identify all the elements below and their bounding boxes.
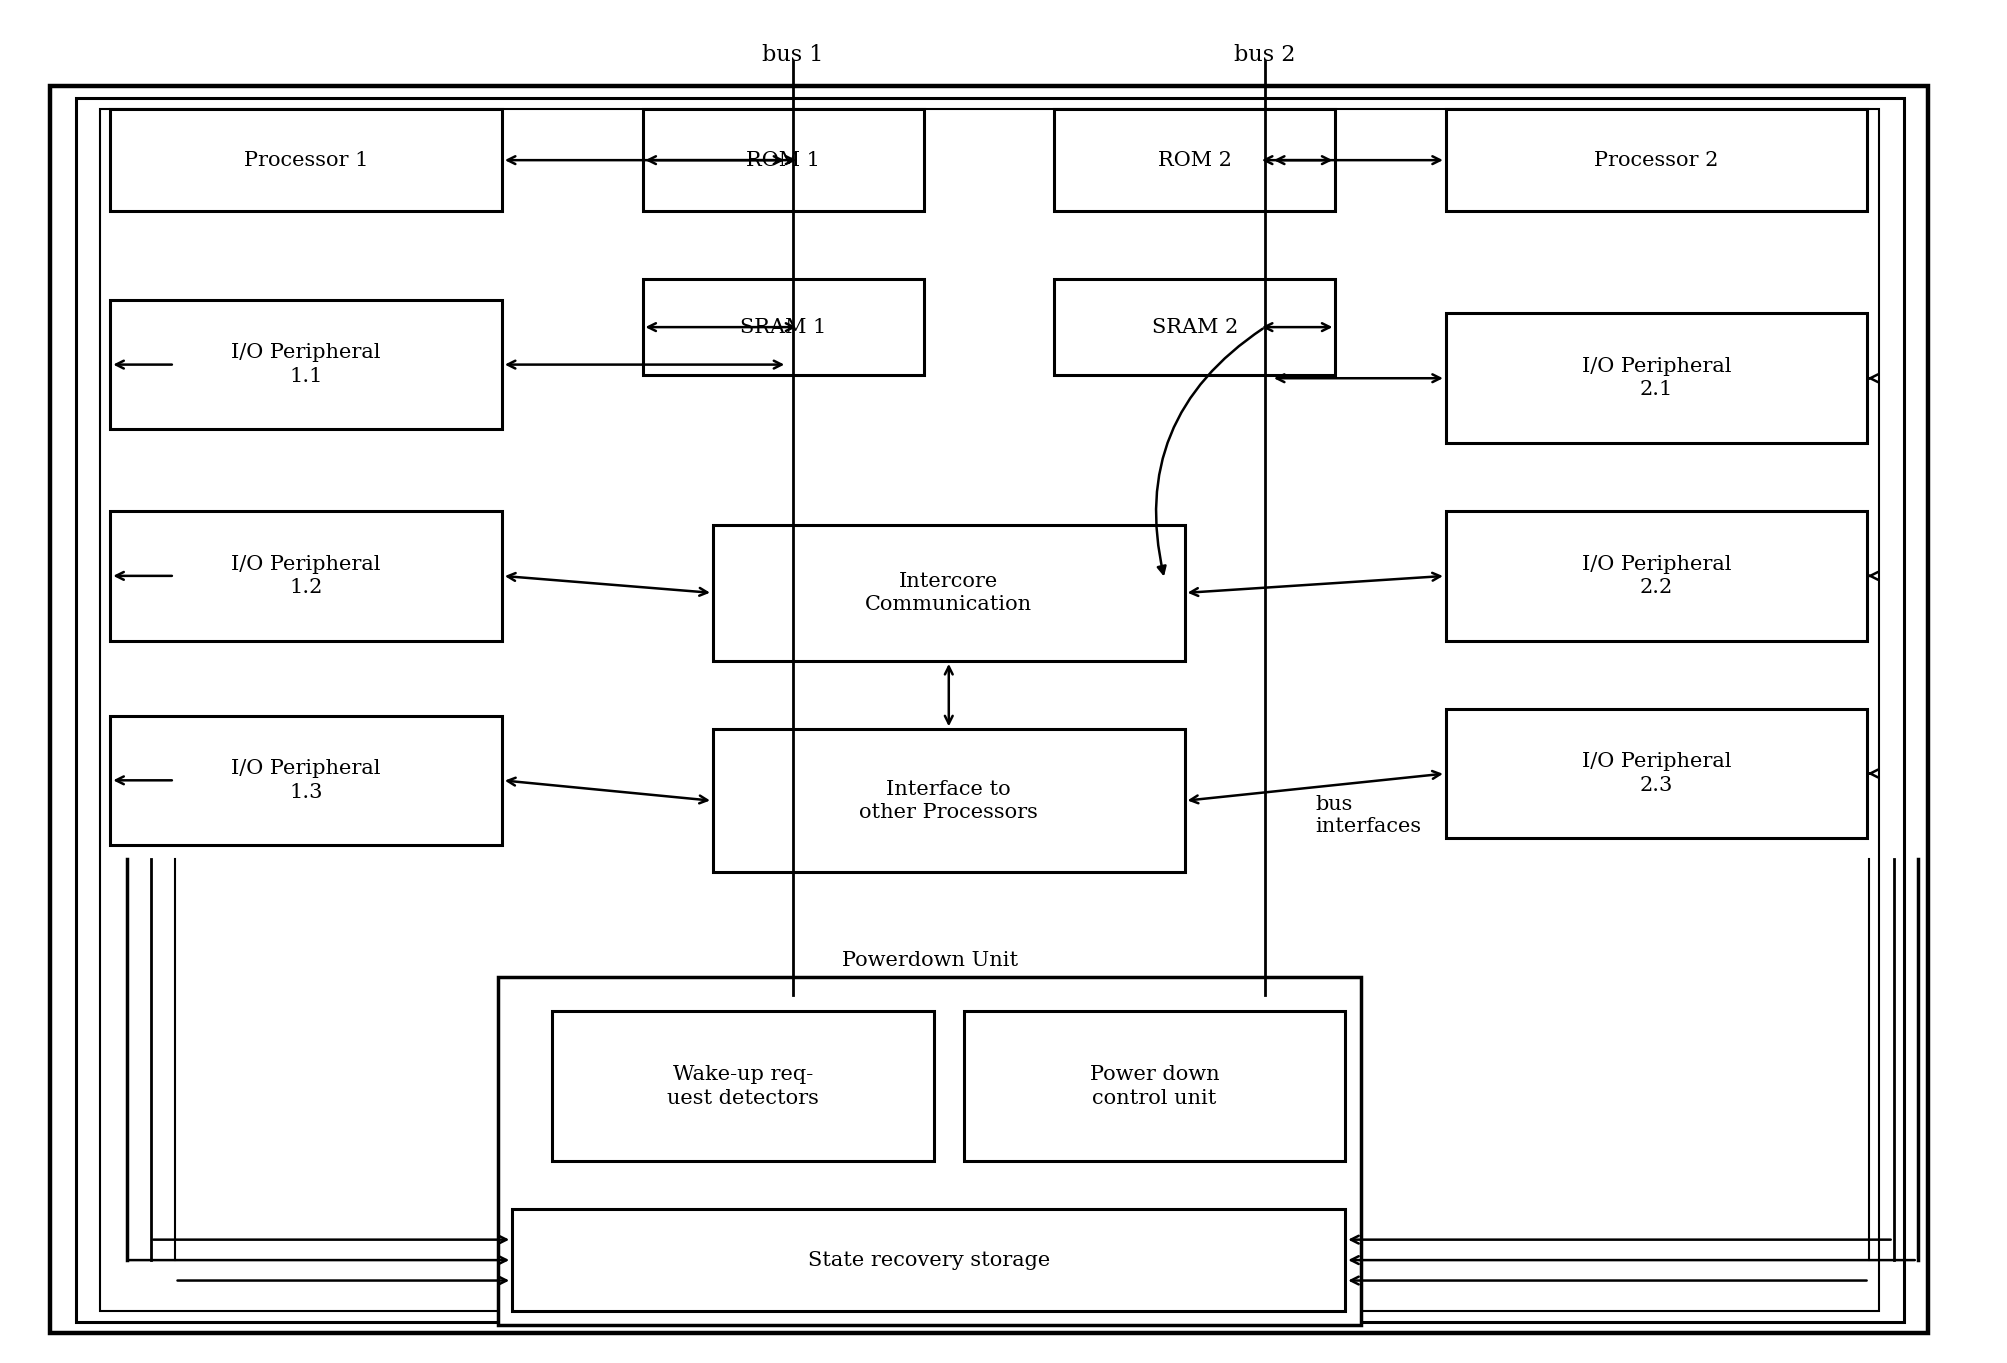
FancyBboxPatch shape bbox=[1054, 279, 1335, 375]
Text: ROM 1: ROM 1 bbox=[747, 151, 819, 169]
FancyBboxPatch shape bbox=[50, 86, 1927, 1333]
FancyBboxPatch shape bbox=[552, 1011, 933, 1161]
FancyBboxPatch shape bbox=[1054, 109, 1335, 211]
Text: I/O Peripheral
1.3: I/O Peripheral 1.3 bbox=[231, 759, 381, 801]
Text: I/O Peripheral
2.3: I/O Peripheral 2.3 bbox=[1582, 752, 1730, 795]
FancyBboxPatch shape bbox=[712, 525, 1184, 661]
FancyBboxPatch shape bbox=[1445, 511, 1867, 641]
Text: I/O Peripheral
1.1: I/O Peripheral 1.1 bbox=[231, 343, 381, 386]
Text: Wake-up req-
uest detectors: Wake-up req- uest detectors bbox=[666, 1065, 819, 1108]
Text: SRAM 1: SRAM 1 bbox=[739, 318, 827, 337]
FancyBboxPatch shape bbox=[642, 279, 923, 375]
Text: SRAM 2: SRAM 2 bbox=[1152, 318, 1236, 337]
FancyBboxPatch shape bbox=[1445, 709, 1867, 838]
FancyBboxPatch shape bbox=[110, 109, 502, 211]
Text: Interface to
other Processors: Interface to other Processors bbox=[859, 780, 1038, 822]
FancyBboxPatch shape bbox=[100, 109, 1879, 1311]
Text: I/O Peripheral
2.1: I/O Peripheral 2.1 bbox=[1582, 357, 1730, 399]
FancyBboxPatch shape bbox=[110, 716, 502, 845]
Text: ROM 2: ROM 2 bbox=[1158, 151, 1230, 169]
Text: I/O Peripheral
2.2: I/O Peripheral 2.2 bbox=[1582, 555, 1730, 597]
Text: I/O Peripheral
1.2: I/O Peripheral 1.2 bbox=[231, 555, 381, 597]
FancyBboxPatch shape bbox=[1445, 109, 1867, 211]
Text: Intercore
Communication: Intercore Communication bbox=[865, 571, 1032, 615]
Text: Processor 1: Processor 1 bbox=[243, 151, 369, 169]
Text: Powerdown Unit: Powerdown Unit bbox=[841, 951, 1018, 970]
FancyBboxPatch shape bbox=[76, 98, 1903, 1322]
FancyBboxPatch shape bbox=[963, 1011, 1345, 1161]
Text: bus
interfaces: bus interfaces bbox=[1315, 795, 1421, 836]
Text: bus 1: bus 1 bbox=[763, 44, 823, 65]
FancyBboxPatch shape bbox=[110, 300, 502, 429]
FancyBboxPatch shape bbox=[512, 1209, 1345, 1311]
FancyBboxPatch shape bbox=[110, 511, 502, 641]
Text: State recovery storage: State recovery storage bbox=[807, 1251, 1050, 1269]
FancyBboxPatch shape bbox=[712, 729, 1184, 872]
FancyBboxPatch shape bbox=[498, 977, 1361, 1325]
Text: Power down
control unit: Power down control unit bbox=[1090, 1065, 1218, 1108]
Text: bus 2: bus 2 bbox=[1234, 44, 1295, 65]
FancyBboxPatch shape bbox=[1445, 313, 1867, 443]
Text: Processor 2: Processor 2 bbox=[1594, 151, 1718, 169]
FancyBboxPatch shape bbox=[642, 109, 923, 211]
